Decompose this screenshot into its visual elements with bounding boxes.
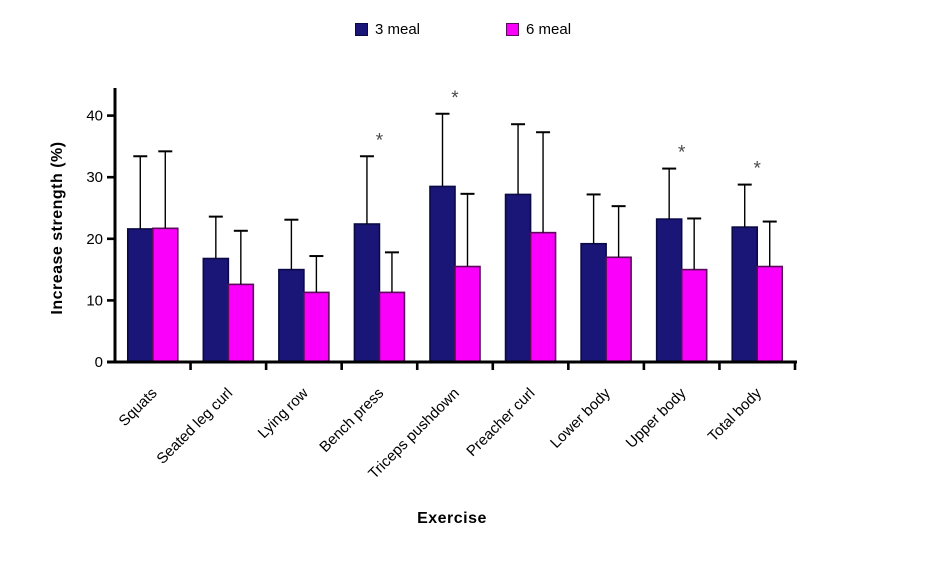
y-tick-label-10: 10 (86, 292, 103, 309)
bar-6-meal-upper-body (680, 268, 708, 363)
bar-3-meal-total-body (731, 226, 759, 363)
x-tick-label-lying-row: Lying row (255, 385, 312, 442)
bar-6-meal-seated-leg-curl (227, 283, 255, 363)
bar-6-meal-lower-body (605, 256, 632, 363)
bar-3-meal-triceps-pushdown (429, 185, 456, 363)
y-axis-title: Increase strength (%) (49, 141, 66, 314)
y-tick-label-0: 0 (95, 354, 103, 371)
x-tick-label-seated-leg-curl: Seated leg curl (153, 385, 236, 468)
bar-6-meal-preacher-curl (529, 231, 557, 363)
bar-3-meal-upper-body (655, 218, 683, 363)
x-tick-label-squats: Squats (116, 385, 161, 430)
bar-3-meal-bench-press (353, 223, 381, 363)
x-tick-label-preacher-curl: Preacher curl (463, 385, 538, 460)
significance-asterisk-triceps-pushdown: * (451, 88, 459, 109)
y-tick-label-40: 40 (86, 108, 103, 125)
bar-6-meal-squats (151, 227, 179, 363)
bar-3-meal-preacher-curl (504, 193, 532, 363)
x-axis-title: Exercise (417, 510, 487, 527)
bar-3-meal-lower-body (580, 242, 607, 363)
y-tick-label-20: 20 (86, 231, 103, 248)
x-tick-label-lower-body: Lower body (547, 384, 614, 451)
significance-asterisk-bench-press: * (376, 130, 384, 151)
legend-item-6-meal: 6 meal (506, 21, 571, 38)
significance-asterisk-upper-body: * (678, 143, 686, 164)
bar-3-meal-squats (126, 228, 154, 363)
bar-3-meal-lying-row (278, 268, 305, 363)
legend-label-6-meal: 6 meal (526, 21, 572, 38)
legend-item-3-meal: 3 meal (354, 21, 420, 38)
legend-label-3-meal: 3 meal (374, 21, 420, 38)
y-tick-label-30: 30 (86, 169, 103, 186)
x-tick-label-bench-press: Bench press (316, 385, 387, 456)
bar-6-meal-triceps-pushdown (454, 265, 481, 363)
legend-swatch-6-meal-icon (506, 23, 519, 36)
bar-3-meal-seated-leg-curl (202, 257, 230, 363)
bar-6-meal-lying-row (303, 291, 330, 363)
x-tick-label-total-body: Total body (705, 384, 766, 445)
legend-swatch-3-meal-icon (354, 23, 368, 36)
x-tick-label-upper-body: Upper body (623, 384, 690, 451)
chart-legend: 3 meal 6 meal (0, 21, 926, 38)
bar-6-meal-total-body (756, 265, 784, 363)
significance-asterisk-total-body: * (754, 159, 762, 180)
bar-6-meal-bench-press (378, 291, 406, 363)
